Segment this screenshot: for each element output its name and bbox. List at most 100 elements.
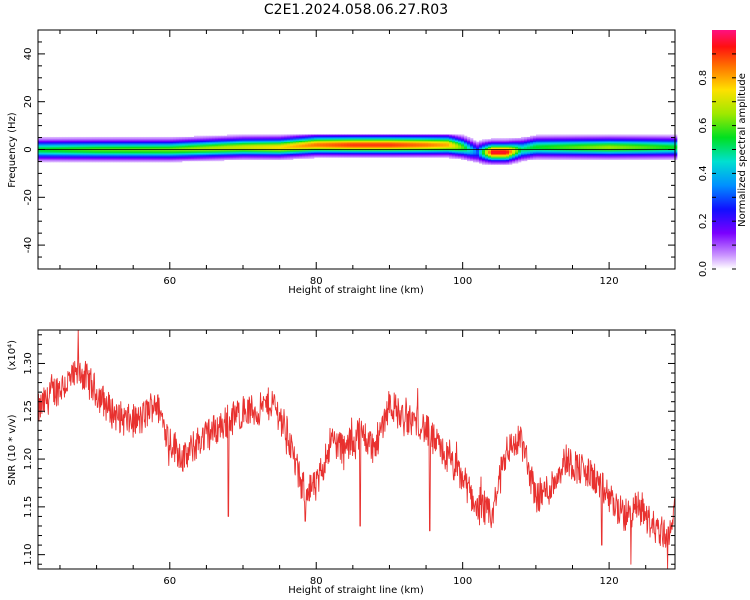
heatmap-cell	[512, 156, 516, 158]
heatmap-cell	[431, 146, 435, 149]
heatmap-cell	[122, 160, 126, 163]
heatmap-cell	[362, 136, 366, 139]
heatmap-cell	[329, 135, 333, 138]
heatmap-cell	[467, 154, 471, 157]
heatmap-cell	[623, 158, 627, 160]
heatmap-cell	[320, 139, 324, 141]
heatmap-cell	[230, 157, 234, 159]
heatmap-cell	[206, 139, 210, 141]
heatmap-cell	[47, 140, 51, 143]
heatmap-cell	[626, 141, 630, 144]
heatmap-cell	[476, 145, 480, 147]
heatmap-cell	[194, 140, 198, 143]
heatmap-cell	[128, 144, 132, 146]
heatmap-cell	[116, 144, 120, 146]
heatmap-cell	[161, 151, 165, 153]
heatmap-cell	[218, 142, 222, 145]
heatmap-cell	[503, 140, 507, 143]
heatmap-cell	[317, 150, 321, 152]
heatmap-cell	[44, 138, 48, 140]
heatmap-cell	[164, 150, 168, 152]
heatmap-cell	[188, 146, 192, 149]
heatmap-cell	[605, 138, 609, 140]
heatmap-cell	[407, 134, 411, 137]
heatmap-cell	[404, 154, 408, 157]
heatmap-cell	[464, 147, 468, 150]
heatmap-cell	[620, 145, 624, 147]
heatmap-cell	[101, 138, 105, 140]
heatmap-cell	[386, 145, 390, 147]
heatmap-cell	[77, 152, 81, 154]
heatmap-cell	[296, 138, 300, 140]
heatmap-cell	[602, 154, 606, 157]
heatmap-cell	[104, 156, 108, 158]
heatmap-cell	[71, 159, 75, 162]
heatmap-cell	[599, 146, 603, 149]
heatmap-cell	[521, 151, 525, 153]
heatmap-cell	[404, 138, 408, 140]
heatmap-cell	[599, 141, 603, 144]
heatmap-cell	[653, 140, 657, 143]
heatmap-cell	[302, 153, 306, 156]
heatmap-cell	[287, 136, 291, 139]
heatmap-cell	[458, 157, 462, 159]
heatmap-cell	[416, 141, 420, 144]
heatmap-cell	[149, 146, 153, 149]
heatmap-cell	[518, 139, 522, 141]
heatmap-cell	[506, 139, 510, 141]
heatmap-cell	[239, 136, 243, 139]
heatmap-cell	[506, 147, 510, 150]
heatmap-cell	[74, 150, 78, 152]
heatmap-cell	[68, 158, 72, 160]
heatmap-cell	[341, 135, 345, 138]
heatmap-cell	[485, 151, 489, 153]
heatmap-cell	[662, 140, 666, 143]
heatmap-cell	[122, 146, 126, 149]
heatmap-cell	[224, 147, 228, 150]
heatmap-cell	[278, 141, 282, 144]
heatmap-cell	[335, 145, 339, 147]
heatmap-cell	[95, 156, 99, 158]
heatmap-cell	[440, 136, 444, 139]
heatmap-cell	[371, 139, 375, 141]
heatmap-cell	[620, 158, 624, 160]
heatmap-cell	[437, 142, 441, 145]
heatmap-cell	[110, 152, 114, 154]
heatmap-cell	[158, 152, 162, 154]
heatmap-cell	[503, 139, 507, 141]
heatmap-cell	[515, 147, 519, 150]
heatmap-cell	[617, 154, 621, 157]
heatmap-cell	[527, 154, 531, 157]
heatmap-cell	[458, 135, 462, 138]
heatmap-cell	[551, 144, 555, 146]
heatmap-cell	[53, 146, 57, 149]
heatmap-cell	[284, 134, 288, 137]
heatmap-cell	[413, 140, 417, 143]
heatmap-cell	[602, 150, 606, 152]
heatmap-cell	[611, 135, 615, 138]
heatmap-cell	[674, 140, 678, 143]
heatmap-cell	[422, 142, 426, 145]
heatmap-cell	[491, 157, 495, 159]
heatmap-cell	[467, 158, 471, 160]
heatmap-cell	[347, 151, 351, 153]
heatmap-cell	[50, 152, 54, 154]
heatmap-cell	[473, 156, 477, 158]
heatmap-cell	[602, 139, 606, 141]
heatmap-cell	[134, 142, 138, 145]
heatmap-cell	[530, 151, 534, 153]
heatmap-cell	[146, 154, 150, 157]
heatmap-cell	[140, 142, 144, 145]
heatmap-cell	[548, 144, 552, 146]
heatmap-cell	[44, 142, 48, 145]
heatmap-cell	[650, 139, 654, 141]
heatmap-cell	[512, 154, 516, 157]
heatmap-cell	[629, 156, 633, 158]
heatmap-cell	[311, 140, 315, 143]
heatmap-cell	[482, 142, 486, 145]
heatmap-cell	[227, 141, 231, 144]
heatmap-cell	[650, 140, 654, 143]
heatmap-cell	[200, 142, 204, 145]
heatmap-cell	[248, 153, 252, 156]
heatmap-cell	[464, 136, 468, 139]
